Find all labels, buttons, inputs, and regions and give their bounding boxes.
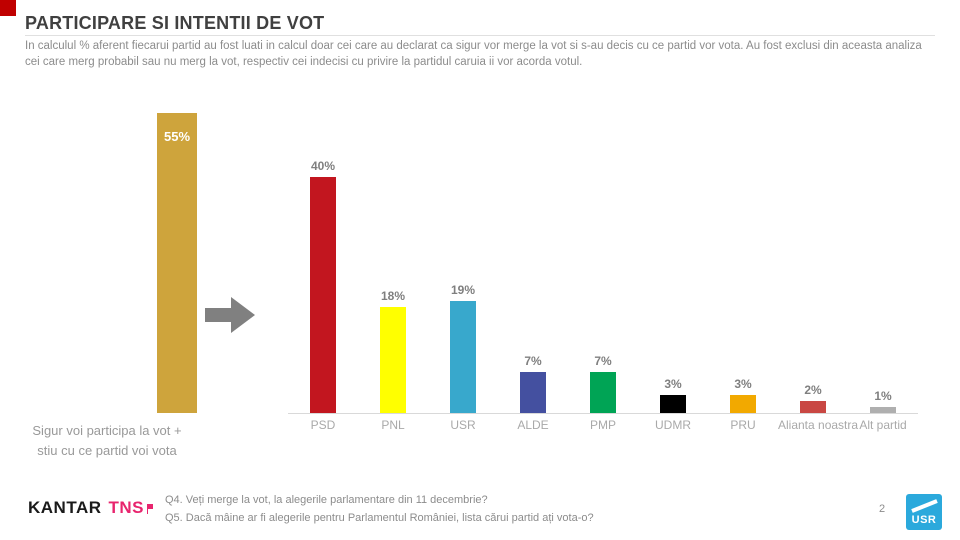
subtitle-text: In calculul % aferent fiecarui partid au…	[25, 40, 922, 68]
bar	[520, 372, 546, 413]
category-label: PRU	[730, 418, 756, 432]
bar-value-label: 7%	[594, 354, 612, 368]
bar-value-label: 19%	[450, 283, 476, 297]
category-labels-row: PSD PNL USR ALDE PMP UDMR PRU Alianta noastra Al…	[288, 418, 918, 432]
category-label: PNL	[381, 418, 405, 432]
category-label: ALDE	[517, 418, 549, 432]
bar-value-label: 1%	[874, 389, 892, 403]
corner-accent-square	[0, 0, 16, 16]
bar	[310, 177, 336, 413]
participation-caption: Sigur voi participa la vot + stiu cu ce …	[12, 421, 202, 460]
bar-value-label: 3%	[734, 377, 752, 391]
category-label: Alianta noastra	[778, 418, 859, 432]
bar-value-label: 2%	[804, 383, 822, 397]
kantar-tns-logo: KANTAR TNS	[28, 498, 154, 519]
arrow-right-icon	[205, 296, 255, 339]
bar-column-udmr: 3%	[638, 113, 708, 413]
bar-value-label: 7%	[524, 354, 542, 368]
usr-logo-text: USR	[911, 514, 937, 526]
x-axis-line	[288, 413, 918, 414]
tns-flag-icon	[146, 499, 154, 519]
category-label: Alt partid	[859, 418, 907, 432]
bar-chart: 40% 18% 19% 7% 7% 3% 3% 2% 1%	[288, 113, 918, 413]
participation-bar: 55%	[157, 113, 197, 413]
usr-logo: USR	[906, 494, 942, 530]
page-number: 2	[878, 503, 886, 515]
footnote-q4: Q4. Veți merge la vot, la alegerile parl…	[165, 494, 488, 506]
bar-column-alde: 7%	[498, 113, 568, 413]
bar	[450, 301, 476, 413]
bar-column-pru: 3%	[708, 113, 778, 413]
bar-column-pmp: 7%	[568, 113, 638, 413]
bar	[660, 395, 686, 413]
bar-value-label: 40%	[310, 159, 336, 173]
category-label: UDMR	[655, 418, 691, 432]
title-divider	[25, 35, 935, 36]
footnote-q5: Q5. Dacă mâine ar fi alegerile pentru Pa…	[165, 512, 594, 524]
tns-wordmark: TNS	[108, 498, 145, 517]
bar	[870, 407, 896, 413]
category-label: USR	[450, 418, 476, 432]
bar-column-psd: 40%	[288, 113, 358, 413]
bar-column-alt-partid: 1%	[848, 113, 918, 413]
bar-value-label: 18%	[380, 289, 406, 303]
bar	[730, 395, 756, 413]
bar-column-pnl: 18%	[358, 113, 428, 413]
participation-caption-line2: stiu cu ce partid voi vota	[37, 442, 177, 458]
page-title: PARTICIPARE SI INTENTII DE VOT	[25, 13, 325, 33]
bar	[590, 372, 616, 413]
bar	[800, 401, 826, 413]
bar-value-label: 3%	[664, 377, 682, 391]
category-label: PSD	[310, 418, 336, 432]
kantar-wordmark: KANTAR	[28, 498, 102, 517]
bar	[380, 307, 406, 413]
category-label: PMP	[589, 418, 616, 432]
bar-column-usr: 19%	[428, 113, 498, 413]
participation-caption-line1: Sigur voi participa la vot +	[32, 423, 182, 438]
bar-column-alianta-noastra: 2%	[778, 113, 848, 413]
participation-value-label: 55%	[163, 129, 191, 144]
